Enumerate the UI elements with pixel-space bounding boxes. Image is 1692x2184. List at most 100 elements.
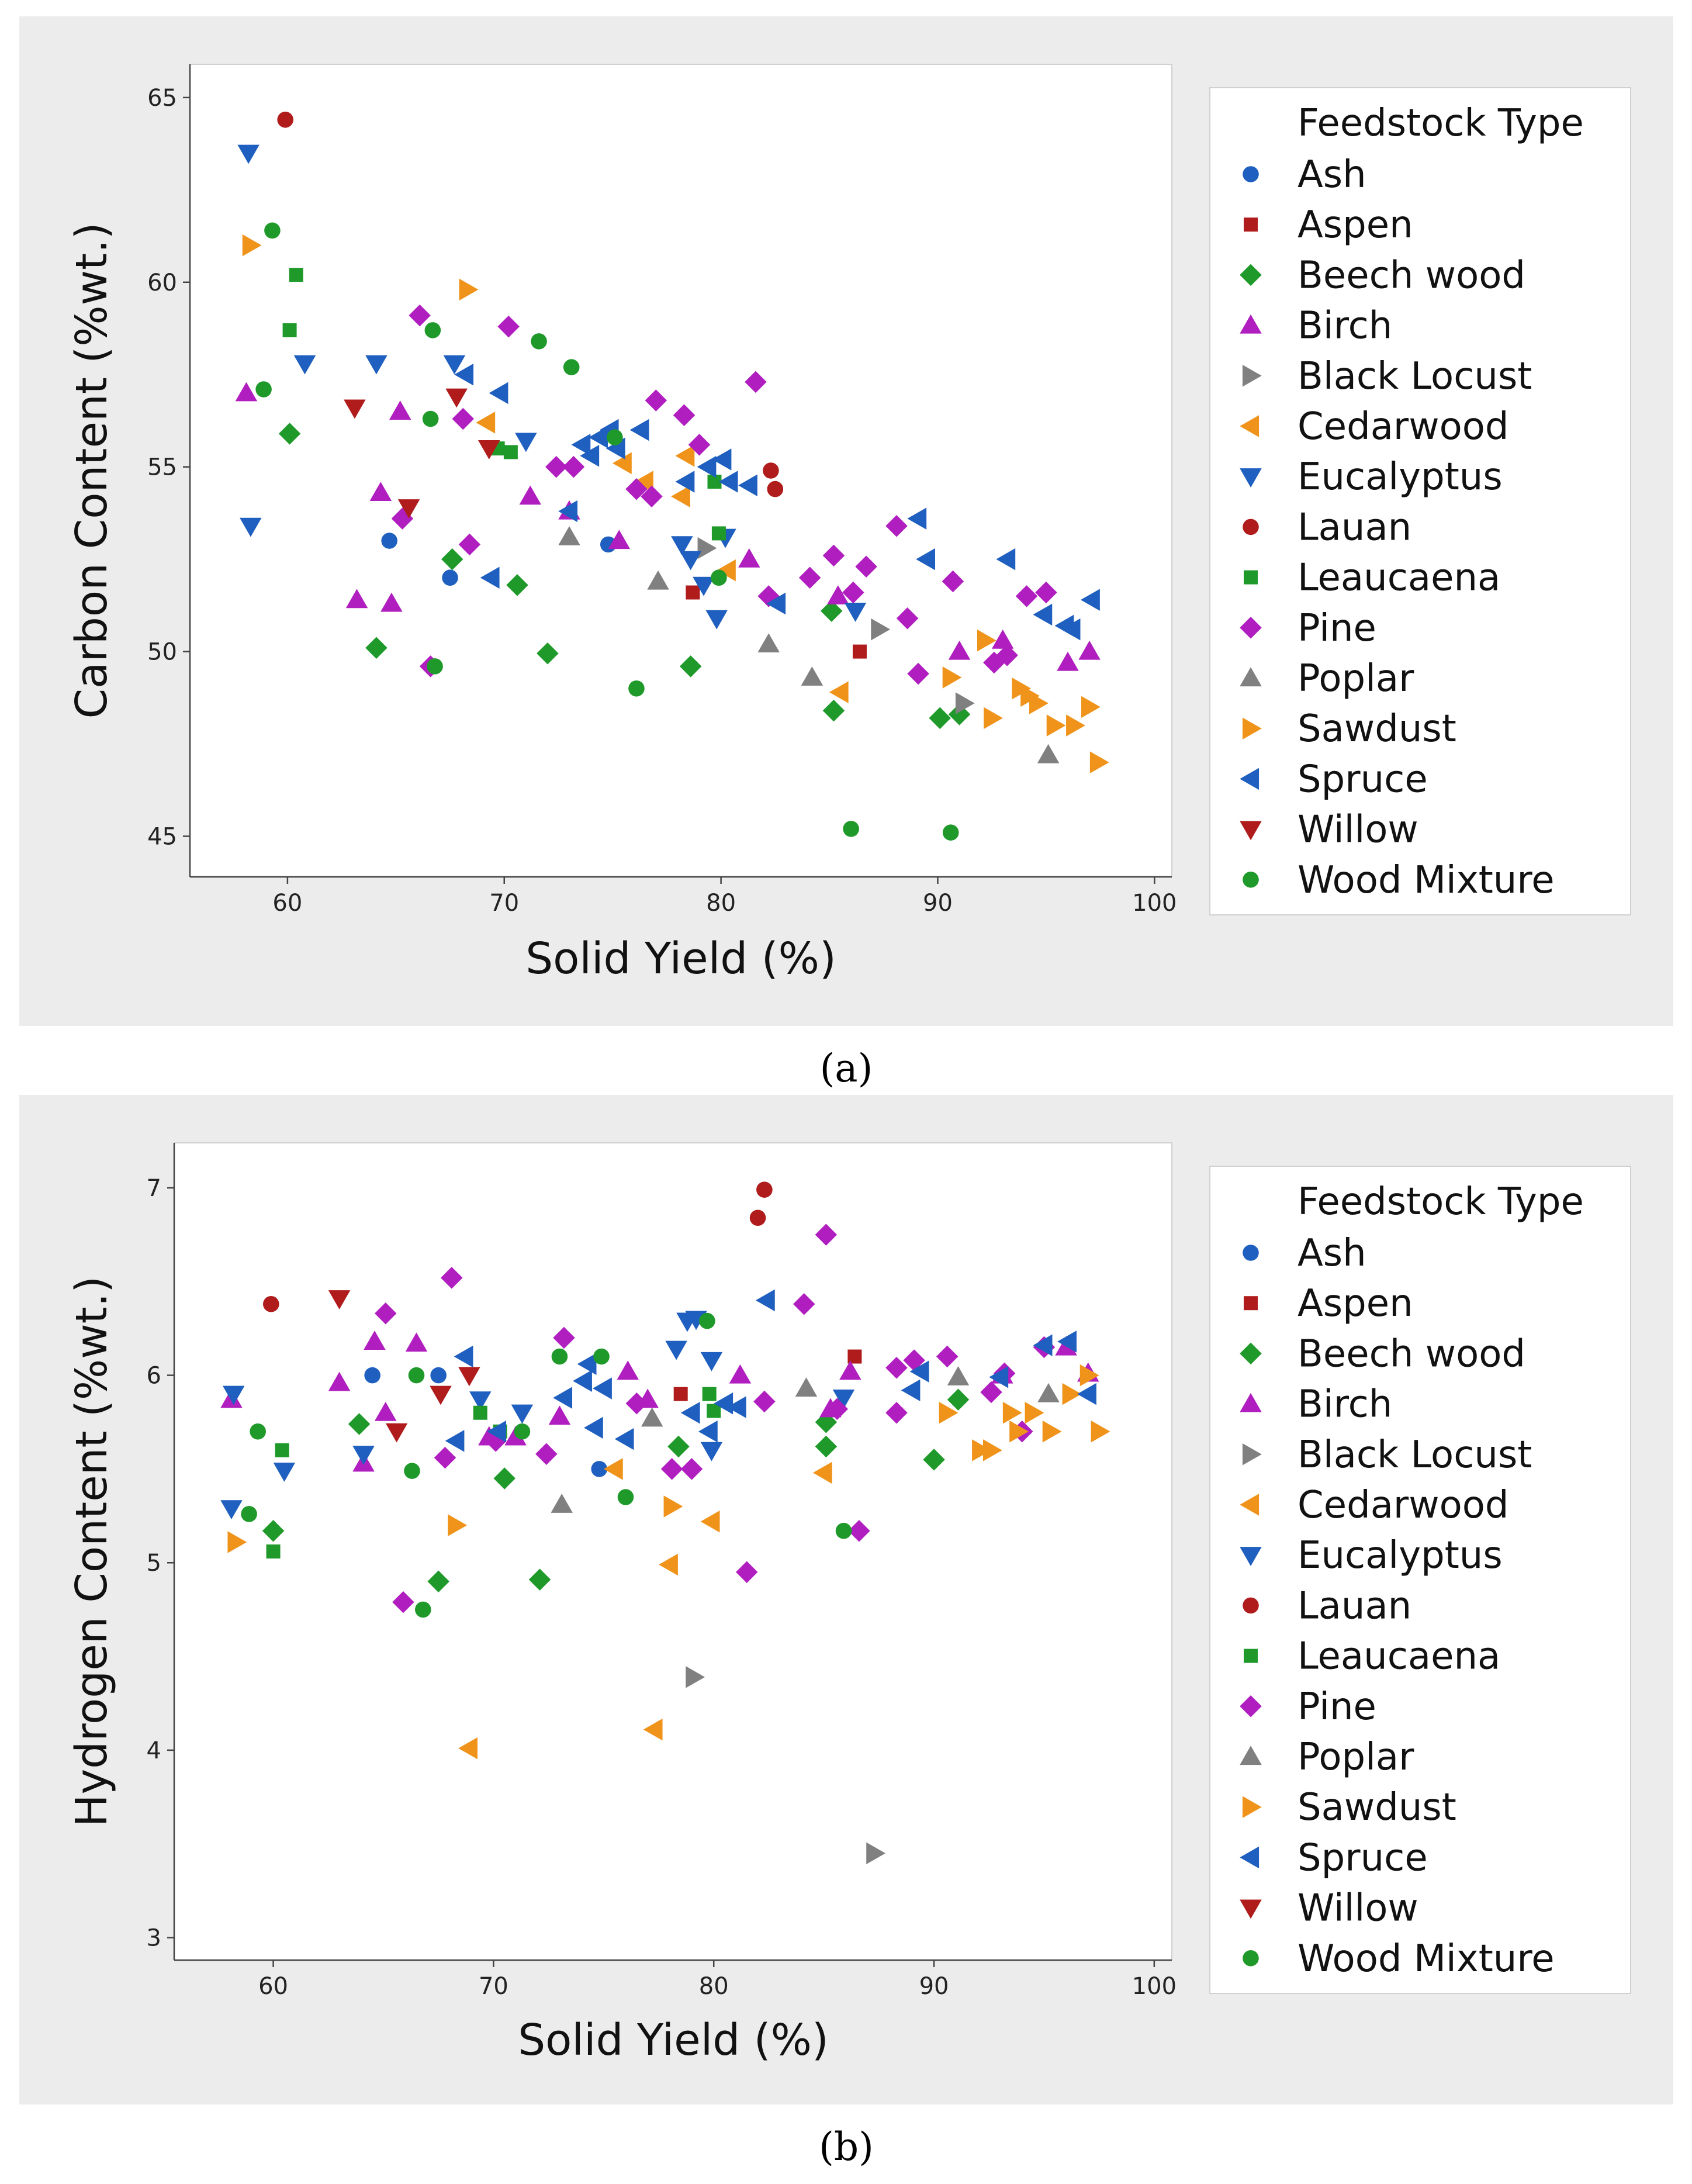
point-wood-mixture xyxy=(711,569,727,586)
point-spruce xyxy=(697,455,717,478)
x-axis-title-a: Solid Yield (%) xyxy=(525,934,836,984)
legend-marker-sawdust xyxy=(1242,1796,1262,1818)
point-leaucaena xyxy=(266,1544,281,1558)
x-tick-label: 60 xyxy=(272,890,302,917)
point-lauan xyxy=(277,111,293,128)
y-tick-label: 65 xyxy=(147,85,177,112)
point-eucalyptus xyxy=(693,576,715,596)
point-cedarwood xyxy=(829,681,849,703)
point-birch xyxy=(608,530,631,550)
point-eucalyptus xyxy=(222,1385,245,1405)
caption-b: (b) xyxy=(819,2124,874,2169)
point-spruce xyxy=(571,434,591,456)
point-spruce xyxy=(629,419,649,441)
legend-marker-black-locust xyxy=(1242,1443,1262,1466)
point-beech-wood xyxy=(365,637,387,659)
point-birch xyxy=(1078,640,1101,660)
point-lauan xyxy=(749,1210,766,1226)
point-wood-mixture xyxy=(424,322,441,338)
point-birch xyxy=(617,1360,639,1380)
point-spruce xyxy=(738,474,757,497)
point-spruce xyxy=(1081,589,1100,611)
point-pine xyxy=(625,1392,648,1415)
legend-label-aspen: Aspen xyxy=(1297,1282,1413,1325)
point-pine xyxy=(660,1458,683,1480)
point-eucalyptus xyxy=(220,1500,243,1520)
point-sawdust xyxy=(982,1439,1002,1461)
point-birch xyxy=(948,640,971,660)
legend-marker-aspen xyxy=(1244,1296,1258,1311)
point-beech-wood xyxy=(667,1435,690,1458)
point-ash xyxy=(364,1367,380,1384)
legend-label-spruce: Spruce xyxy=(1297,1836,1428,1879)
point-aspen xyxy=(847,1349,862,1364)
point-cedarwood xyxy=(675,444,695,467)
point-wood-mixture xyxy=(427,658,443,675)
legend-title-a: Feedstock Type xyxy=(1297,102,1584,145)
point-wood-mixture xyxy=(408,1367,425,1384)
point-leaucaena xyxy=(282,323,297,337)
point-eucalyptus xyxy=(700,1442,723,1461)
point-spruce xyxy=(487,1421,506,1443)
point-pine xyxy=(458,533,481,556)
point-pine xyxy=(822,544,845,567)
point-willow xyxy=(445,388,468,408)
point-spruce xyxy=(489,382,508,405)
point-birch xyxy=(1057,651,1079,671)
point-eucalyptus xyxy=(273,1463,296,1482)
legend-label-pine: Pine xyxy=(1297,607,1376,650)
point-birch xyxy=(374,1401,397,1421)
point-leaucaena xyxy=(711,526,726,541)
point-leaucaena xyxy=(503,445,518,459)
point-wood-mixture xyxy=(250,1423,266,1440)
point-spruce xyxy=(675,471,695,493)
point-black-locust xyxy=(955,692,975,714)
point-birch xyxy=(328,1371,351,1391)
point-pine xyxy=(936,1345,959,1368)
point-eucalyptus xyxy=(293,355,316,375)
point-leaucaena xyxy=(473,1405,487,1420)
point-black-locust xyxy=(697,537,717,559)
point-spruce xyxy=(480,566,500,589)
x-ticks-a: 60 70 80 90 100 xyxy=(272,877,1177,917)
legend-label-lauan: Lauan xyxy=(1297,1584,1411,1627)
point-spruce xyxy=(1077,1383,1096,1405)
point-willow xyxy=(430,1385,452,1405)
point-birch xyxy=(839,1360,861,1380)
point-spruce xyxy=(1033,1334,1053,1357)
legend-label-poplar: Poplar xyxy=(1297,1736,1414,1779)
legend-marker-wood-mixture xyxy=(1243,1950,1259,1967)
legend-marker-leaucaena xyxy=(1244,1649,1258,1663)
point-spruce xyxy=(1057,1331,1077,1353)
legend-marker-leaucaena xyxy=(1244,570,1258,585)
legend-label-willow: Willow xyxy=(1297,808,1418,852)
point-eucalyptus xyxy=(365,355,387,375)
point-cedarwood xyxy=(716,559,736,582)
point-beech-wood xyxy=(427,1570,449,1593)
point-wood-mixture xyxy=(699,1312,715,1329)
point-wood-mixture xyxy=(942,824,959,841)
point-spruce xyxy=(614,1428,634,1450)
point-sawdust xyxy=(942,666,962,689)
legend-label-leaucaena: Leaucaena xyxy=(1297,557,1500,600)
point-willow xyxy=(344,399,366,419)
x-tick-label: 70 xyxy=(479,1973,508,2000)
point-birch xyxy=(991,629,1014,649)
x-tick-label: 90 xyxy=(923,890,953,917)
x-tick-label: 90 xyxy=(919,1973,949,2000)
legend-items-a: Ash Aspen Beech wood Birch Black Locust Cedar… xyxy=(1240,153,1555,902)
point-pine xyxy=(553,1326,575,1349)
point-pine xyxy=(562,455,585,478)
point-wood-mixture xyxy=(514,1423,531,1440)
point-cedarwood xyxy=(671,485,690,507)
point-beech-wood xyxy=(679,655,702,678)
point-wood-mixture xyxy=(628,680,645,697)
point-wood-mixture xyxy=(422,410,439,427)
point-cedarwood xyxy=(634,471,653,493)
point-pine xyxy=(896,607,919,630)
panel-b: 60 70 80 90 100 3 4 5 6 7 Solid Yield (%) Hydrog… xyxy=(19,1095,1673,2169)
point-lauan xyxy=(756,1181,773,1198)
point-spruce xyxy=(583,1416,603,1439)
point-sawdust xyxy=(1029,692,1049,714)
point-wood-mixture xyxy=(264,222,281,239)
